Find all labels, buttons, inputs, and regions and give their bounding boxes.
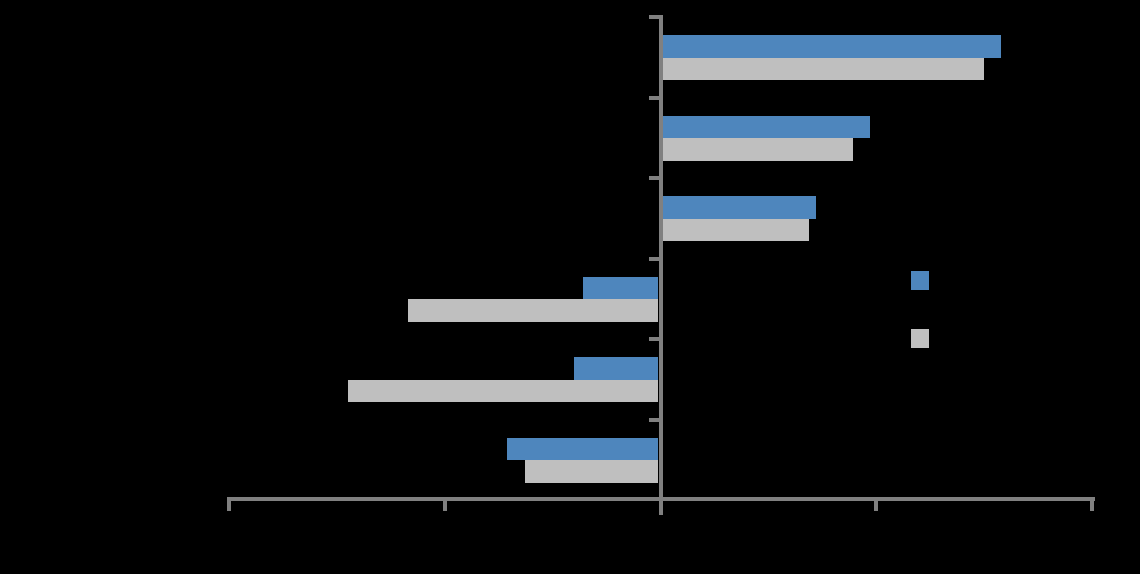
bar-series2-cat2 — [662, 138, 853, 161]
value-tick — [658, 501, 663, 515]
legend-swatch-series-2 — [911, 329, 929, 348]
category-axis-line — [226, 497, 1095, 501]
value-tick — [227, 501, 231, 511]
bar-series2-cat5 — [347, 379, 659, 402]
bar-series1-cat3 — [662, 196, 816, 219]
bar-series2-cat4 — [408, 299, 659, 322]
bar-series1-cat2 — [662, 115, 870, 138]
value-axis-line — [658, 15, 663, 515]
bar-series1-cat6 — [507, 437, 659, 460]
bar-series1-cat4 — [582, 276, 659, 299]
value-tick — [1090, 501, 1094, 511]
legend-swatch-series-1 — [911, 271, 929, 290]
category-tick — [648, 15, 659, 19]
bar-series1-cat1 — [662, 35, 1002, 58]
category-tick — [648, 337, 659, 341]
category-tick — [648, 176, 659, 180]
bar-series2-cat1 — [662, 57, 985, 80]
category-tick — [648, 95, 659, 100]
value-tick — [874, 501, 879, 511]
category-tick — [648, 417, 659, 422]
category-tick — [648, 256, 659, 261]
bar-series1-cat5 — [574, 357, 659, 380]
value-tick — [442, 501, 447, 511]
bar-series2-cat3 — [662, 218, 810, 241]
bar-series2-cat6 — [524, 460, 659, 483]
